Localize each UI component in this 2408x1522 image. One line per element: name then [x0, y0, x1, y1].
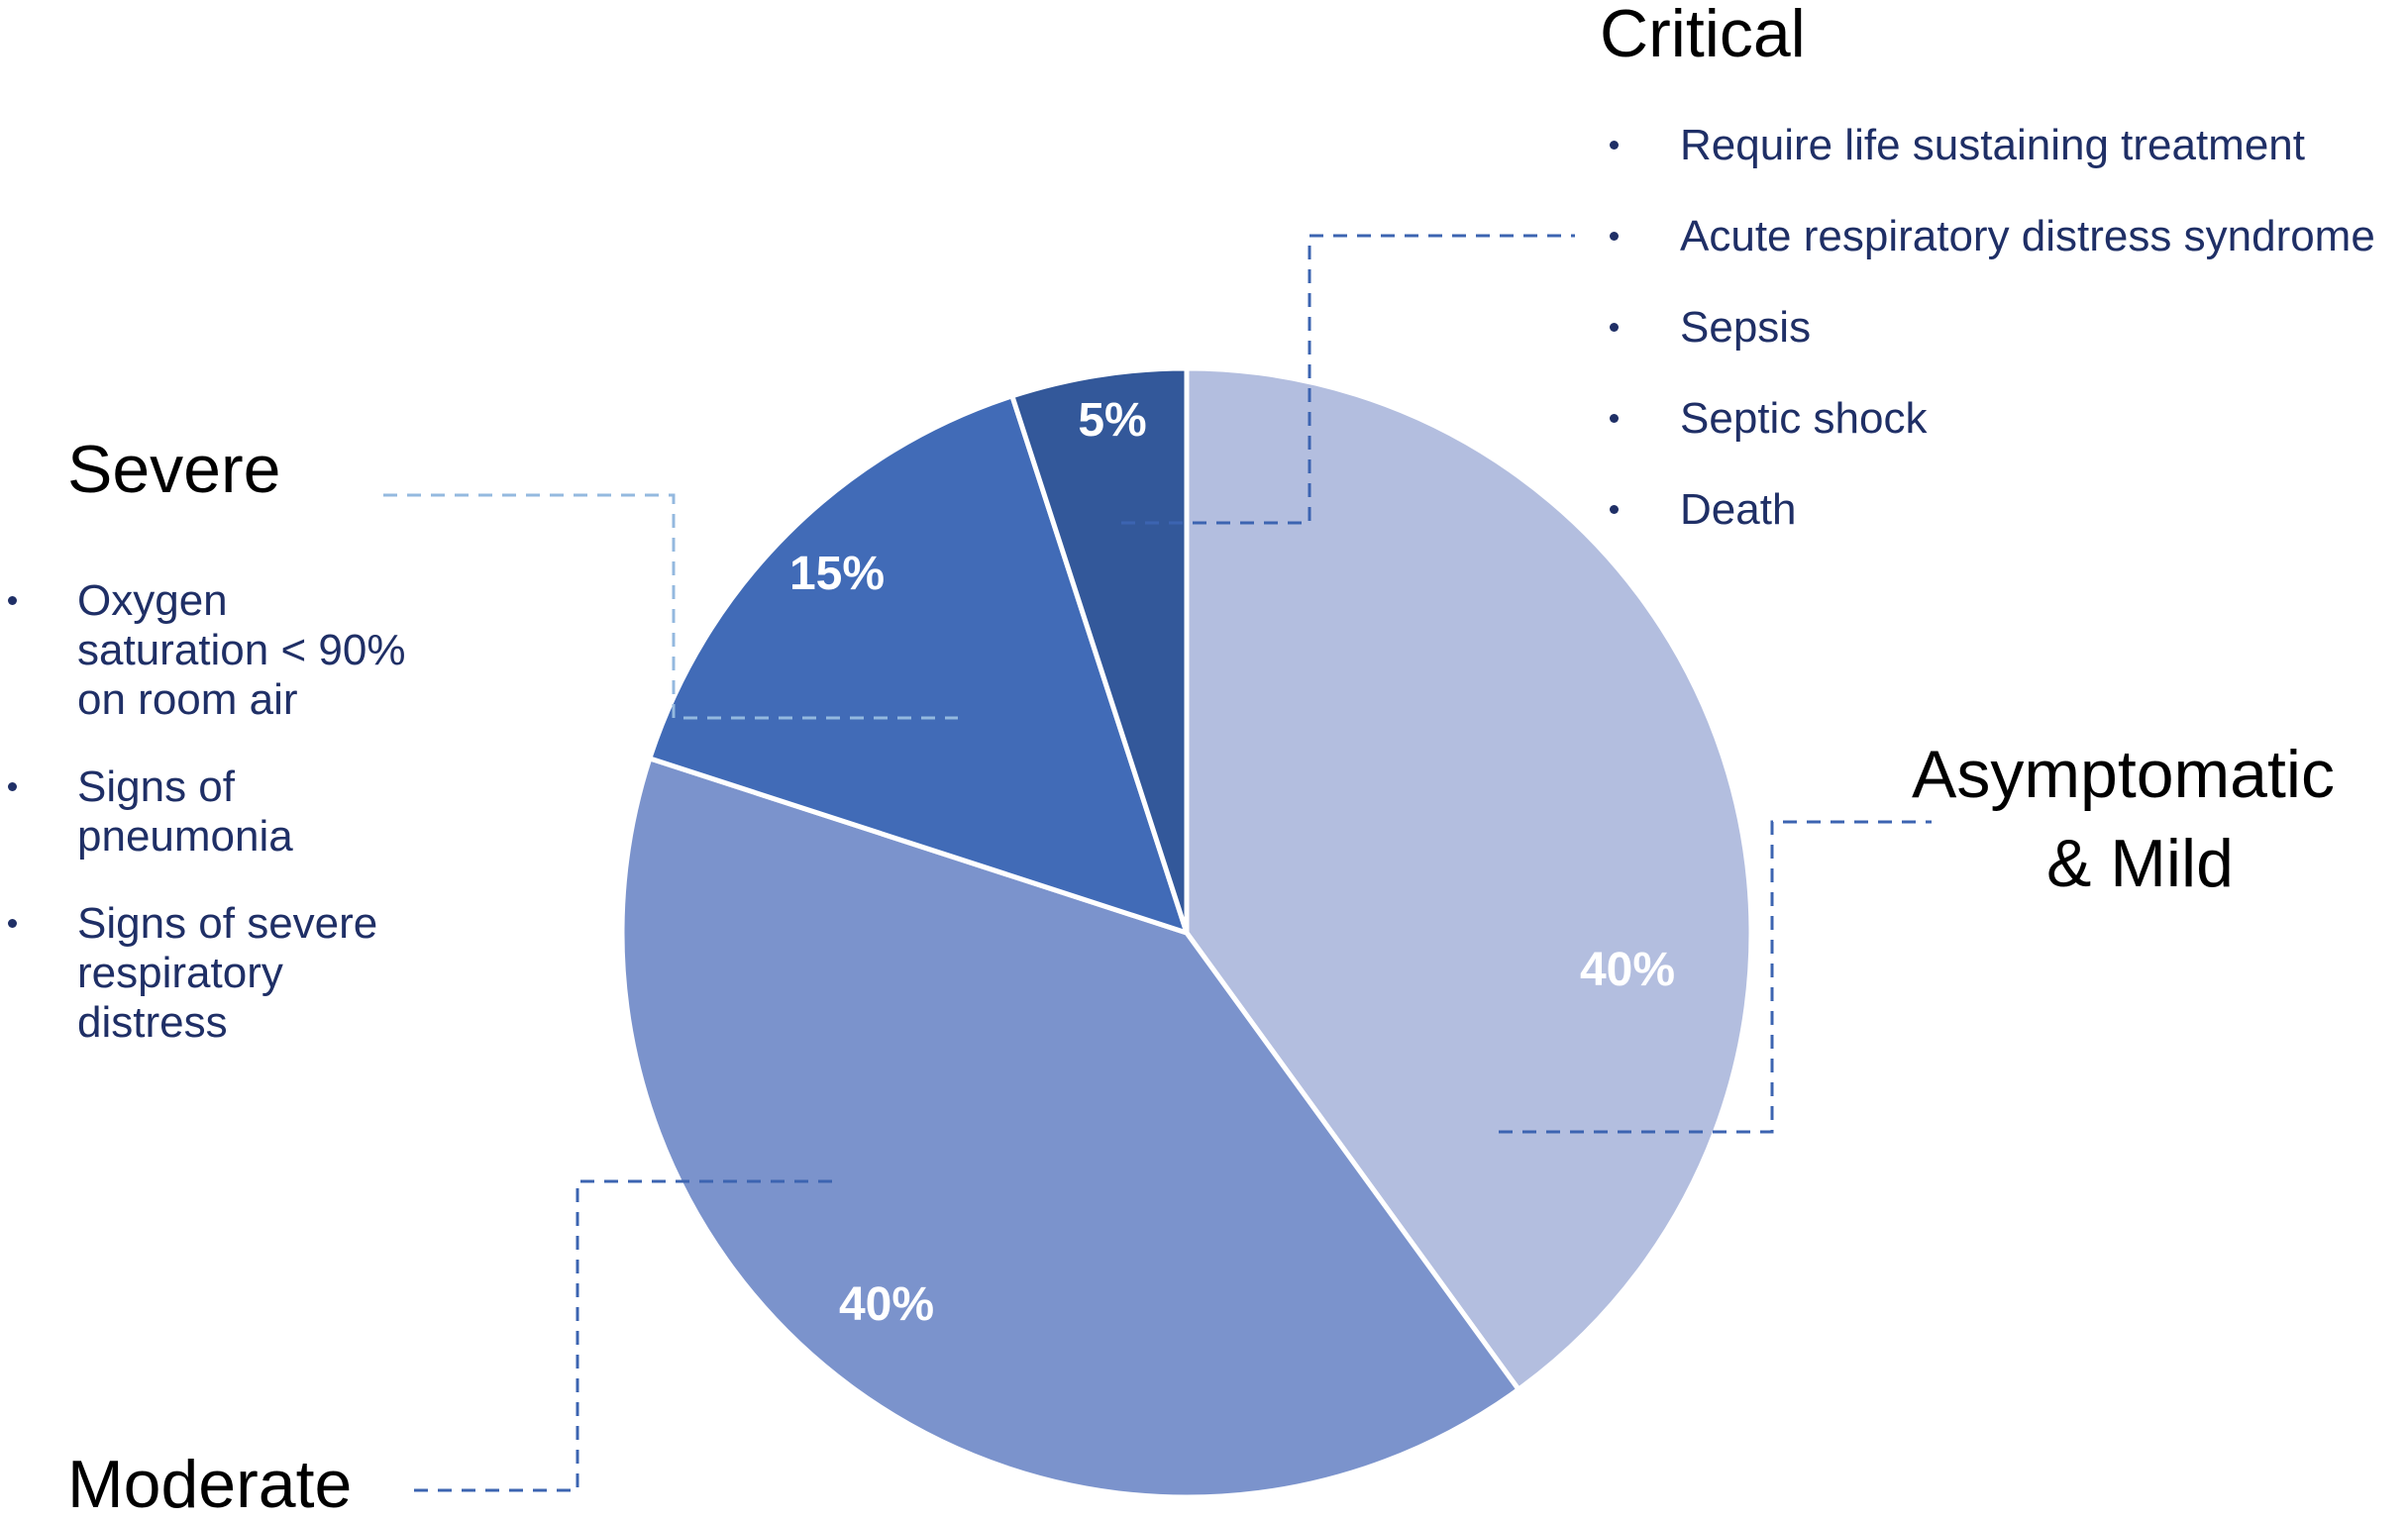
asymptomatic-mild-title-line2: & Mild	[2046, 826, 2234, 901]
severe-bullet-text-line: Oxygen	[77, 576, 228, 625]
severe-bullet-text-line: distress	[77, 998, 228, 1047]
critical-bullet-item: Septic shock	[1605, 394, 2375, 485]
severe-bullet-text-line: Signs of severe	[77, 899, 378, 948]
severe-bullet-text-line: Signs of	[77, 762, 235, 811]
bullet-dot-icon	[1610, 323, 1619, 332]
severe-bullet-text-line: saturation < 90%	[77, 626, 406, 674]
pie-slice-severe	[647, 393, 1190, 936]
moderate-leader-line	[414, 1179, 842, 1492]
moderate-title: Moderate	[67, 1447, 353, 1522]
pie-slice-asymptomatic-mild	[1184, 365, 1754, 1392]
pie-slice-critical	[1009, 365, 1190, 936]
pie-data-label: 15%	[789, 548, 885, 600]
severe-bullet-list: Oxygen saturation < 90% on room air Signs o…	[4, 576, 405, 1085]
bullet-dot-icon	[1610, 414, 1619, 423]
critical-bullet-text: Require life sustaining treatment	[1680, 121, 2305, 169]
bullet-dot-icon	[1610, 141, 1619, 150]
bullet-dot-icon	[8, 596, 17, 605]
bullet-dot-icon	[8, 919, 17, 928]
severe-bullet-text-line: respiratory	[77, 949, 283, 997]
bullet-dot-icon	[1610, 505, 1619, 514]
severe-title: Severe	[67, 432, 281, 507]
critical-bullet-item: Death	[1605, 485, 2375, 576]
pie-slice-moderate	[619, 756, 1521, 1500]
bullet-dot-icon	[1610, 232, 1619, 241]
critical-bullet-item: Require life sustaining treatment	[1605, 121, 2375, 212]
pie-data-label: 40%	[1580, 944, 1675, 996]
severe-bullet-item: Oxygen saturation < 90% on room air	[4, 576, 405, 725]
asymptomatic-mild-leader-line	[1499, 820, 1932, 1134]
critical-bullet-item: Sepsis	[1605, 303, 2375, 394]
asymptomatic-mild-title-line1: Asymptomatic	[1912, 737, 2335, 812]
severe-bullet-item: Signs of pneumonia	[4, 762, 405, 862]
critical-bullet-text: Death	[1680, 485, 1797, 534]
pie-data-labels: 40% 40% 15% 5%	[789, 394, 1675, 1331]
pie-data-label: 40%	[839, 1278, 934, 1331]
critical-bullet-item: Acute respiratory distress syndrome	[1605, 212, 2375, 303]
critical-bullet-text: Septic shock	[1680, 394, 1928, 443]
leader-lines	[383, 234, 1932, 1492]
critical-title: Critical	[1600, 0, 1806, 71]
severe-bullet-item: Signs of severe respiratory distress	[4, 899, 405, 1048]
critical-bullet-text: Sepsis	[1680, 303, 1812, 352]
severe-bullet-text-line: on room air	[77, 675, 298, 724]
pie-data-label: 5%	[1078, 394, 1146, 447]
pie-slices	[619, 365, 1754, 1500]
bullet-dot-icon	[8, 782, 17, 791]
critical-leader-line	[1121, 234, 1575, 525]
critical-bullet-text: Acute respiratory distress syndrome	[1680, 212, 2375, 260]
critical-bullet-list: Require life sustaining treatment Acute r…	[1605, 121, 2375, 576]
severe-leader-line	[383, 493, 958, 720]
severe-bullet-text-line: pneumonia	[77, 812, 293, 861]
